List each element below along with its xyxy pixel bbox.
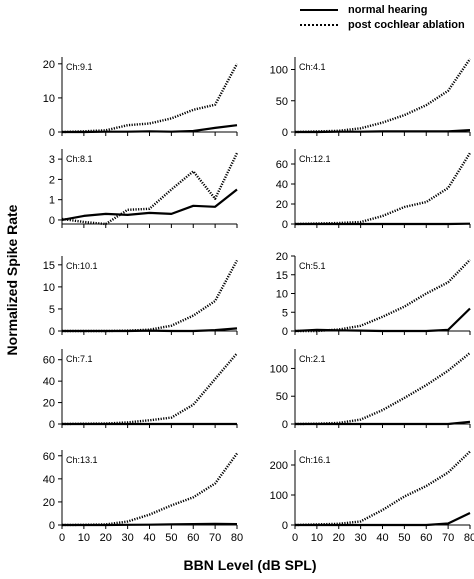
x-tick-label: 80 [464,532,474,544]
panel-title: Ch:8.1 [66,154,93,164]
y-tick-label: 20 [43,398,55,410]
panel-ch-2-1: 0 50 100 Ch:2.1 [270,349,471,431]
x-tick-label: 20 [333,532,345,544]
y-tick-label: 0 [49,215,55,227]
x-tick-label: 20 [100,532,112,544]
series-line-post-ablation [61,152,239,226]
panel-title: Ch:9.1 [66,62,93,72]
panel-title: Ch:12.1 [299,154,331,164]
y-tick-label: 10 [276,289,288,301]
panel-title: Ch:4.1 [299,62,326,72]
panel-ch-4-1: 0 50 100 Ch:4.1 [270,57,471,139]
series-line-post-ablation [61,63,239,134]
series-line-post-ablation [294,152,472,226]
y-tick-label: 0 [282,127,288,139]
panel-title: Ch:7.1 [66,354,93,364]
y-tick-label: 50 [276,96,288,108]
y-tick-label: 0 [49,326,55,338]
series-line-post-ablation [62,259,239,333]
legend-entry-ablation: post cochlear ablation [300,17,465,33]
legend-swatch-dotted [300,24,338,26]
legend-swatch-solid [300,9,338,11]
y-tick-label: 60 [276,159,288,171]
series-line-normal-hearing [294,307,471,333]
y-tick-label: 0 [49,520,55,532]
y-tick-label: 1 [49,195,55,207]
panel-ch-10-1: 0 5 10 15 Ch:10.1 [43,256,239,338]
series-line-post-ablation [295,258,471,333]
x-tick-label: 0 [59,532,65,544]
y-tick-label: 100 [270,490,288,502]
y-tick-label: 60 [43,355,55,367]
x-tick-label: 50 [165,532,177,544]
series-line-post-ablation [294,450,471,527]
x-tick-label: 60 [187,532,199,544]
y-tick-label: 20 [43,59,55,71]
panel-ch-7-1: 0 20 40 60 Ch:7.1 [43,349,238,431]
y-tick-label: 0 [282,419,288,431]
x-tick-label: 50 [398,532,410,544]
panel-title: Ch:13.1 [66,455,98,465]
y-tick-label: 15 [43,260,55,272]
panel-title: Ch:16.1 [299,455,331,465]
x-tick-label: 30 [122,532,134,544]
y-tick-label: 3 [49,154,55,166]
y-tick-label: 0 [282,326,288,338]
panel-ch-5-1: 0 5 10 15 20 Ch:5.1 [276,251,471,338]
y-tick-label: 20 [276,199,288,211]
y-tick-label: 40 [43,376,55,388]
y-tick-label: 0 [282,219,288,231]
y-axis-label: Normalized Spike Rate [4,204,20,356]
y-tick-label: 5 [282,307,288,319]
x-tick-label: 60 [420,532,432,544]
panel-title: Ch:10.1 [66,261,98,271]
y-tick-label: 0 [49,419,55,431]
y-tick-label: 2 [49,174,55,186]
y-tick-label: 200 [270,460,288,472]
y-tick-label: 10 [43,93,55,105]
x-tick-label: 70 [209,532,221,544]
y-tick-label: 0 [49,127,55,139]
x-tick-label: 80 [231,532,243,544]
legend: normal hearing post cochlear ablation [300,2,474,34]
y-tick-label: 100 [270,363,288,375]
panel-title: Ch:2.1 [299,354,326,364]
x-tick-label: 40 [143,532,155,544]
y-tick-label: 20 [43,497,55,509]
legend-label-ablation: post cochlear ablation [348,19,465,31]
x-tick-label: 40 [376,532,388,544]
y-tick-label: 50 [276,391,288,403]
panel-ch-8-1: 0 1 2 3 Ch:8.1 [49,149,239,228]
series-line-post-ablation [61,452,238,527]
panel-ch-12-1: 0 20 40 60 Ch:12.1 [276,149,472,231]
x-tick-label: 10 [78,532,90,544]
series-line-post-ablation [61,352,238,426]
x-axis-label: BBN Level (dB SPL) [183,557,317,573]
panel-ch-16-1: 0 100 200 0 10 20 30 40 50 60 70 80 Ch:16.1 [270,450,474,544]
y-tick-label: 40 [276,179,288,191]
legend-entry-normal: normal hearing [300,2,427,18]
panel-ch-9-1: 0 10 20 Ch:9.1 [43,57,239,139]
y-tick-label: 10 [43,282,55,294]
y-tick-label: 40 [43,474,55,486]
y-tick-label: 15 [276,270,288,282]
legend-label-normal: normal hearing [348,4,428,16]
series-line-post-ablation [294,58,471,134]
x-tick-label: 10 [311,532,323,544]
y-tick-label: 100 [270,65,288,77]
y-tick-label: 60 [43,451,55,463]
y-tick-label: 20 [276,251,288,263]
panel-title: Ch:5.1 [299,261,326,271]
series-line-normal-hearing [61,188,238,221]
panel-ch-13-1: 0 20 40 60 0 10 20 30 40 50 60 70 80 Ch:13.1 [43,450,243,544]
x-tick-label: 0 [292,532,298,544]
series-line-post-ablation [294,351,471,426]
y-tick-label: 5 [49,304,55,316]
y-tick-label: 0 [282,520,288,532]
x-tick-label: 30 [355,532,367,544]
x-tick-label: 70 [442,532,454,544]
